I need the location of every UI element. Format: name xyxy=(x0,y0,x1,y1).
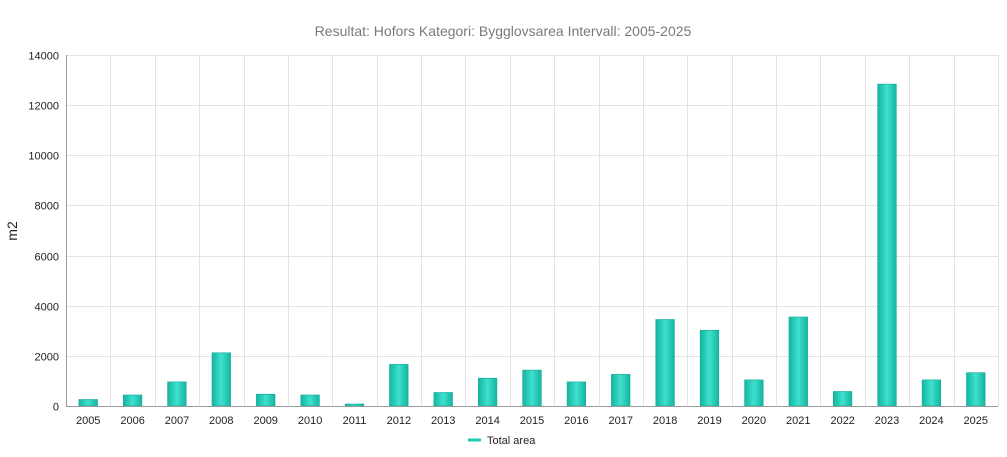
x-tick-label: 2006 xyxy=(120,415,144,427)
y-tick-label: 6000 xyxy=(35,252,59,264)
bar-2013[interactable] xyxy=(433,392,453,407)
bar-2019[interactable] xyxy=(699,329,720,407)
bar-2025[interactable] xyxy=(966,372,986,407)
bars xyxy=(78,83,986,407)
x-tick-label: 2015 xyxy=(520,415,544,427)
bar-2010[interactable] xyxy=(300,394,320,407)
x-tick-label: 2014 xyxy=(475,415,499,427)
bar-2021[interactable] xyxy=(788,316,808,407)
x-tick-label: 2019 xyxy=(697,415,721,427)
x-tick-label: 2007 xyxy=(165,415,189,427)
y-axis-label: m2 xyxy=(4,221,20,241)
y-tick-label: 14000 xyxy=(28,51,59,63)
x-tick-label: 2023 xyxy=(875,415,899,427)
x-tick-label: 2005 xyxy=(76,415,100,427)
bar-2008[interactable] xyxy=(211,352,231,407)
x-tick-label: 2017 xyxy=(609,415,633,427)
legend-label: Total area xyxy=(487,435,536,447)
bar-2020[interactable] xyxy=(744,379,764,407)
x-tick-label: 2021 xyxy=(786,415,810,427)
x-tick-label: 2022 xyxy=(830,415,854,427)
x-tick-label: 2009 xyxy=(253,415,277,427)
bar-2007[interactable] xyxy=(167,381,187,407)
bar-2005[interactable] xyxy=(78,399,98,407)
x-tick-label: 2011 xyxy=(343,415,367,427)
bar-2023[interactable] xyxy=(877,83,897,407)
chart-title: Resultat: Hofors Kategori: Bygglovsarea … xyxy=(315,23,692,39)
bar-2024[interactable] xyxy=(921,379,941,407)
x-tick-label: 2020 xyxy=(742,415,766,427)
y-tick-label: 0 xyxy=(53,402,59,414)
y-tick-label: 12000 xyxy=(28,101,59,113)
y-tick-label: 4000 xyxy=(35,302,59,314)
x-tick-label: 2016 xyxy=(564,415,588,427)
bar-2015[interactable] xyxy=(522,369,542,407)
y-tick-label: 2000 xyxy=(35,352,59,364)
bar-2012[interactable] xyxy=(389,364,409,407)
bar-2011[interactable] xyxy=(344,403,365,407)
x-tick-label: 2008 xyxy=(209,415,233,427)
y-tick-labels: 0 2000 4000 6000 8000 10000 12000 14000 xyxy=(28,51,59,414)
x-tick-label: 2024 xyxy=(919,415,943,427)
y-tick-label: 10000 xyxy=(28,151,59,163)
x-tick-label: 2010 xyxy=(298,415,322,427)
grid xyxy=(66,55,999,407)
legend[interactable]: Total area xyxy=(468,435,536,447)
x-tick-label: 2013 xyxy=(431,415,455,427)
x-tick-labels: 2005 2006 2007 2008 2009 2010 2011 2012 2013 2014… xyxy=(76,415,988,427)
x-tick-label: 2012 xyxy=(387,415,411,427)
bar-2017[interactable] xyxy=(611,374,631,407)
bar-2009[interactable] xyxy=(256,393,276,407)
x-tick-label: 2025 xyxy=(964,415,988,427)
bar-2018[interactable] xyxy=(655,319,675,407)
axes xyxy=(66,55,998,407)
x-tick-label: 2018 xyxy=(653,415,677,427)
y-tick-label: 8000 xyxy=(35,201,59,213)
bar-2022[interactable] xyxy=(832,391,853,407)
bar-2006[interactable] xyxy=(123,394,143,407)
bar-2016[interactable] xyxy=(566,381,586,407)
bar-2014[interactable] xyxy=(477,377,498,407)
